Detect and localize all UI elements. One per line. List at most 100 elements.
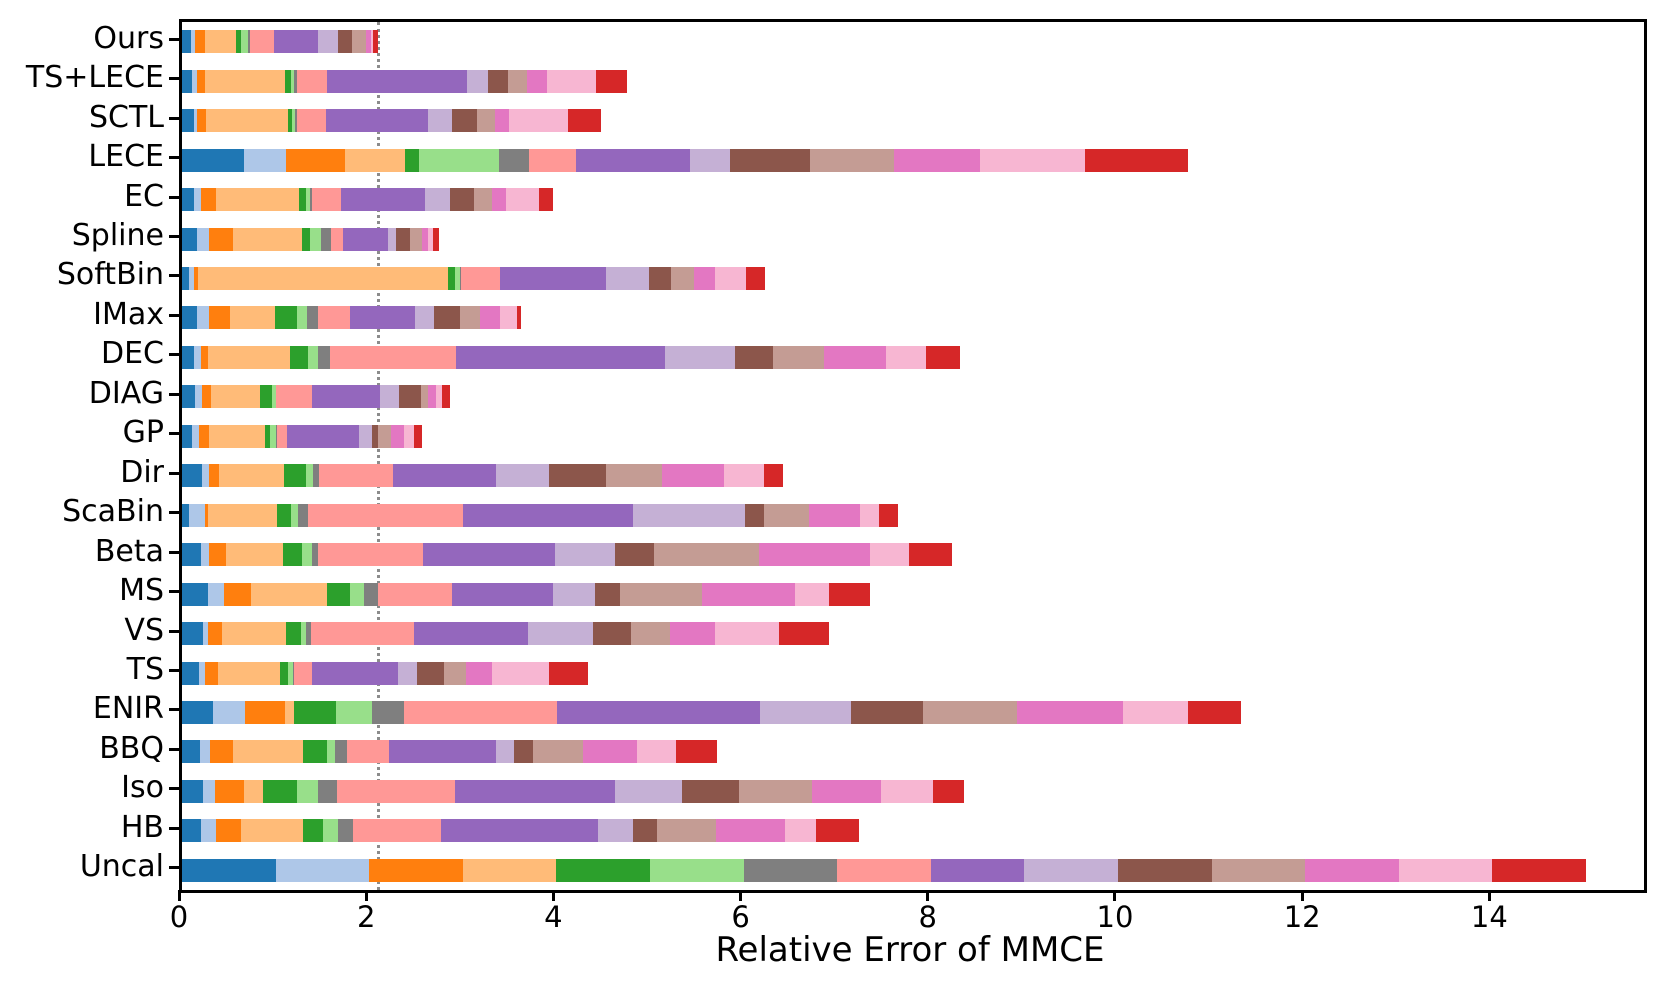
bar-segment bbox=[297, 109, 327, 133]
bar-segment bbox=[188, 266, 195, 290]
bar-segment bbox=[192, 424, 199, 448]
bar-segment bbox=[318, 464, 393, 488]
bar-segment bbox=[681, 779, 739, 803]
bar-segment bbox=[196, 69, 206, 93]
bar-segment bbox=[265, 424, 270, 448]
bar-segment bbox=[308, 503, 463, 527]
bar-segment bbox=[198, 661, 206, 685]
y-tick-label-ENIR: ENIR bbox=[92, 691, 164, 727]
x-axis-title: Relative Error of MMCE bbox=[715, 930, 1105, 970]
bar-segment bbox=[390, 424, 404, 448]
x-tick-mark bbox=[739, 890, 743, 901]
bar-BBQ bbox=[182, 740, 718, 764]
y-tick-mark bbox=[169, 353, 180, 357]
y-tick-label-Dir: Dir bbox=[120, 454, 164, 490]
bar-segment bbox=[205, 503, 209, 527]
bar-segment bbox=[297, 779, 318, 803]
bar-Iso bbox=[182, 779, 965, 803]
bar-segment bbox=[182, 543, 201, 567]
bar-segment bbox=[200, 543, 210, 567]
bar-segment bbox=[285, 148, 345, 172]
bar-segment bbox=[263, 779, 298, 803]
bar-segment bbox=[480, 306, 501, 330]
bar-segment bbox=[421, 227, 429, 251]
bar-segment bbox=[516, 306, 521, 330]
y-tick-label-IMax: IMax bbox=[93, 296, 164, 332]
bar-segment bbox=[500, 266, 606, 290]
bar-segment bbox=[743, 858, 838, 882]
y-tick-mark bbox=[169, 826, 180, 830]
y-tick-mark bbox=[169, 392, 180, 396]
bar-segment bbox=[240, 819, 303, 843]
bar-segment bbox=[1085, 148, 1189, 172]
bar-segment bbox=[287, 661, 294, 685]
bar-segment bbox=[388, 740, 497, 764]
bar-segment bbox=[760, 700, 852, 724]
bar-segment bbox=[215, 188, 299, 212]
x-tick-label-8: 8 bbox=[918, 900, 937, 934]
bar-segment bbox=[1016, 700, 1124, 724]
y-tick-label-VS: VS bbox=[124, 612, 164, 648]
bar-TS bbox=[182, 661, 589, 685]
bar-segment bbox=[208, 622, 223, 646]
bar-segment bbox=[327, 69, 468, 93]
bar-segment bbox=[745, 503, 765, 527]
bar-segment bbox=[456, 345, 665, 369]
bar-segment bbox=[182, 109, 195, 133]
bar-segment bbox=[297, 69, 327, 93]
bar-segment bbox=[250, 30, 274, 54]
bar-segment bbox=[199, 740, 211, 764]
bar-segment bbox=[182, 345, 195, 369]
bar-segment bbox=[664, 345, 736, 369]
y-tick-label-Uncal: Uncal bbox=[79, 849, 164, 885]
bar-segment bbox=[428, 385, 437, 409]
bar-segment bbox=[286, 424, 359, 448]
bar-segment bbox=[182, 700, 213, 724]
bar-segment bbox=[418, 148, 500, 172]
bar-segment bbox=[594, 582, 620, 606]
bar-segment bbox=[449, 188, 474, 212]
y-tick-label-DIAG: DIAG bbox=[88, 375, 164, 411]
bar-segment bbox=[371, 424, 379, 448]
bar-segment bbox=[476, 109, 495, 133]
bar-segment bbox=[539, 188, 553, 212]
bar-segment bbox=[195, 385, 202, 409]
y-tick-label-TS: TS bbox=[126, 652, 164, 687]
bar-segment bbox=[648, 266, 672, 290]
bar-segment bbox=[219, 464, 284, 488]
bar-segment bbox=[271, 385, 276, 409]
bar-segment bbox=[420, 385, 429, 409]
y-tick-label-Beta: Beta bbox=[94, 533, 164, 569]
plot-area bbox=[179, 19, 1647, 893]
bar-segment bbox=[298, 188, 306, 212]
bar-segment bbox=[715, 266, 747, 290]
bar-segment bbox=[491, 661, 549, 685]
x-tick-label-2: 2 bbox=[356, 900, 376, 934]
bar-segment bbox=[300, 622, 307, 646]
bar-segment bbox=[211, 385, 260, 409]
bar-segment bbox=[496, 464, 549, 488]
bar-HB bbox=[182, 819, 859, 843]
x-tick-mark bbox=[1487, 890, 1491, 901]
x-tick-mark bbox=[1300, 890, 1304, 901]
bar-ENIR bbox=[182, 700, 1242, 724]
bar-segment bbox=[879, 503, 898, 527]
bar-segment bbox=[702, 582, 795, 606]
bar-segment bbox=[287, 109, 293, 133]
bar-segment bbox=[317, 345, 330, 369]
bar-segment bbox=[399, 385, 421, 409]
bar-segment bbox=[425, 188, 450, 212]
bar-segment bbox=[302, 740, 328, 764]
bar-segment bbox=[205, 661, 218, 685]
bar-segment bbox=[738, 779, 812, 803]
bar-segment bbox=[837, 858, 931, 882]
y-tick-mark bbox=[169, 156, 180, 160]
bar-segment bbox=[403, 700, 558, 724]
bar-segment bbox=[202, 622, 209, 646]
bar-segment bbox=[210, 740, 233, 764]
bar-segment bbox=[330, 227, 343, 251]
bar-segment bbox=[182, 188, 195, 212]
bar-segment bbox=[182, 582, 209, 606]
x-tick-mark bbox=[177, 890, 181, 901]
